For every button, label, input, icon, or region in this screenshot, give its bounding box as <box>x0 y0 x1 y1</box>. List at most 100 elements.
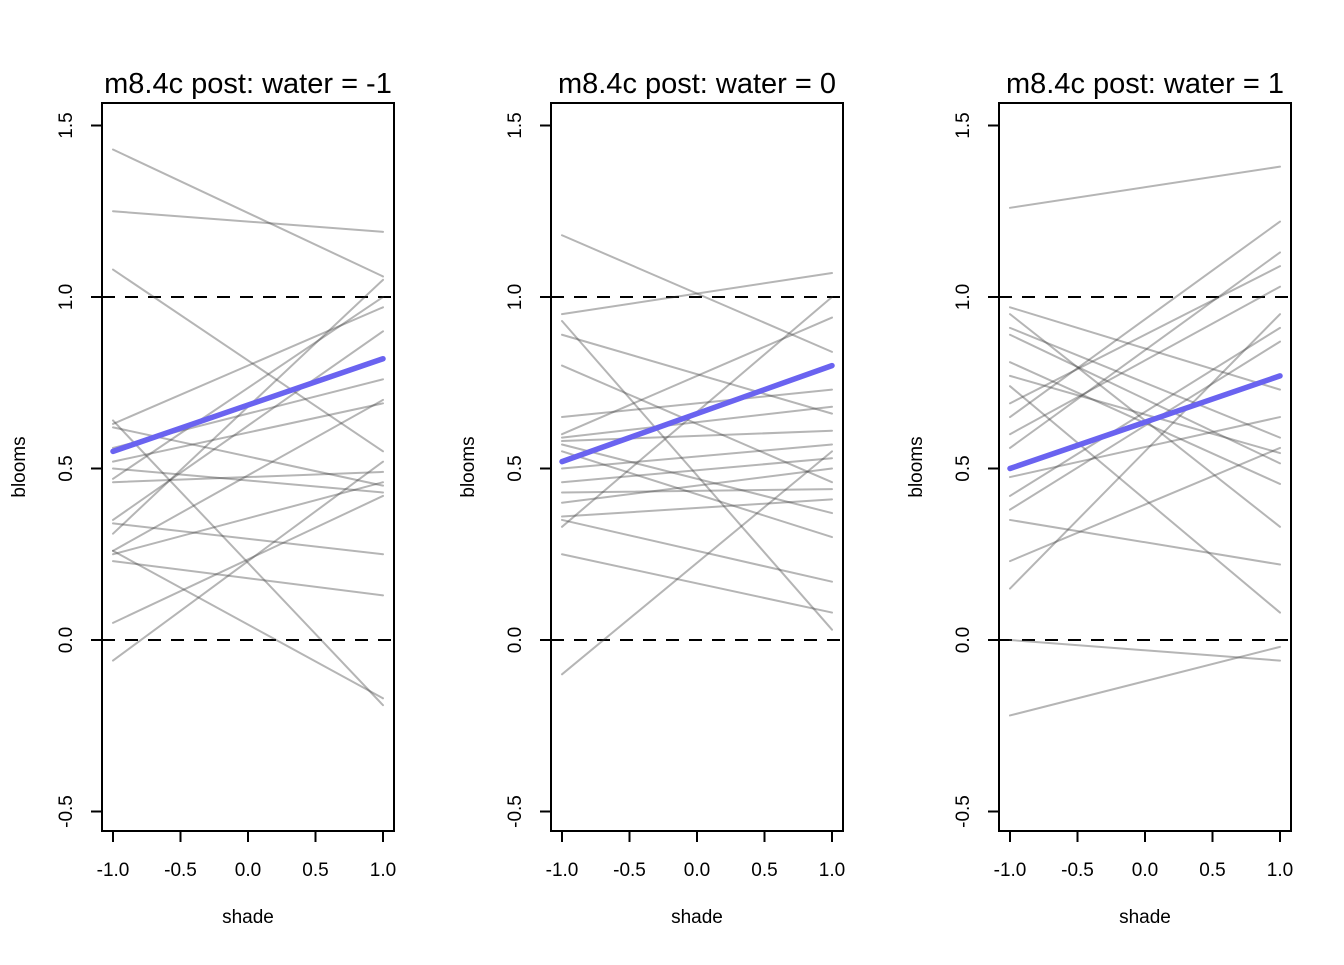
x-axis-label: shade <box>671 907 723 928</box>
y-tick-label: -0.5 <box>953 795 974 828</box>
panel-water-1: -1.0 -0.5 0.0 0.5 1.0 -0.5 0.0 0.5 1.0 1.5 m8.4c p… <box>906 68 1293 928</box>
posterior-sample-line <box>112 467 384 494</box>
posterior-sample-line <box>561 234 833 353</box>
posterior-sample-line <box>1009 165 1281 209</box>
y-axis-label: blooms <box>458 436 479 497</box>
posterior-sample-line <box>561 450 833 539</box>
posterior-sample-line <box>112 460 384 662</box>
posterior-sample-line <box>1009 446 1281 563</box>
y-tick-label: 0.5 <box>56 455 77 481</box>
plot-box <box>998 102 1292 832</box>
posterior-sample-line <box>561 271 833 316</box>
y-axis-label: blooms <box>906 436 927 497</box>
posterior-sample-line <box>1009 385 1281 614</box>
posterior-sample-line <box>561 320 833 631</box>
posterior-sample-line <box>112 419 384 707</box>
posterior-sample-line <box>112 522 384 556</box>
panel-title: m8.4c post: water = 0 <box>558 68 836 100</box>
posterior-sample-line <box>1009 326 1281 439</box>
y-tick-label: 0.5 <box>953 455 974 481</box>
posterior-sample-line <box>112 481 384 556</box>
posterior-sample-line <box>1009 340 1281 511</box>
x-tick-label: 1.0 <box>819 860 845 881</box>
panel-water--1: -1.0 -0.5 0.0 0.5 1.0 -0.5 0.0 0.5 1.0 1.5 m8.4c p… <box>9 68 396 928</box>
y-tick-label: 0.0 <box>505 627 526 653</box>
y-tick-label: 1.0 <box>505 284 526 310</box>
posterior-sample-line <box>561 498 833 518</box>
posterior-sample-line <box>1009 374 1281 455</box>
posterior-sample-line <box>1009 645 1281 717</box>
posterior-sample-line <box>561 405 833 439</box>
y-tick-label: 1.5 <box>505 112 526 138</box>
posterior-sample-line <box>112 148 384 278</box>
x-tick-label: 0.5 <box>1199 860 1225 881</box>
posterior-sample-line <box>1009 326 1281 497</box>
posterior-sample-line <box>112 560 384 597</box>
posterior-sample-line <box>112 330 384 521</box>
y-tick-label: 1.5 <box>953 112 974 138</box>
y-tick-label: 1.0 <box>953 284 974 310</box>
posterior-sample-line <box>1009 251 1281 449</box>
posterior-sample-line <box>561 518 833 583</box>
posterior-sample-line <box>1009 306 1281 391</box>
x-axis-label: shade <box>1119 907 1171 928</box>
x-axis-label: shade <box>222 907 274 928</box>
x-tick-label: -0.5 <box>164 860 197 881</box>
posterior-sample-line <box>1009 285 1281 436</box>
posterior-sample-line <box>561 364 833 484</box>
posterior-mean-line <box>1007 373 1283 472</box>
posterior-sample-line <box>112 210 384 233</box>
x-tick-label: -1.0 <box>97 860 130 881</box>
y-tick-label: -0.5 <box>56 795 77 828</box>
x-tick-label: -0.5 <box>1061 860 1094 881</box>
posterior-sample-line <box>561 316 833 436</box>
posterior-sample-line <box>561 553 833 614</box>
posterior-sample-line <box>561 443 833 470</box>
panel-water-0: -1.0 -0.5 0.0 0.5 1.0 -0.5 0.0 0.5 1.0 1.5 m8.4c p… <box>458 68 845 928</box>
posterior-sample-line <box>112 549 384 700</box>
posterior-sample-line <box>1009 265 1281 405</box>
posterior-sample-line <box>561 467 833 504</box>
x-tick-label: -1.0 <box>994 860 1027 881</box>
y-tick-label: 0.0 <box>953 627 974 653</box>
x-tick-label: 0.0 <box>1132 860 1158 881</box>
posterior-sample-line <box>112 306 384 425</box>
posterior-sample-line <box>561 333 833 415</box>
x-tick-label: -0.5 <box>613 860 646 881</box>
posterior-sample-line <box>112 398 384 552</box>
x-tick-label: 1.0 <box>1267 860 1293 881</box>
posterior-sample-line <box>1009 416 1281 479</box>
x-tick-label: 0.0 <box>684 860 710 881</box>
posterior-sample-line <box>561 450 833 676</box>
panel-title: m8.4c post: water = -1 <box>104 68 392 100</box>
posterior-sample-line <box>1009 518 1281 566</box>
x-tick-label: -1.0 <box>546 860 579 881</box>
posterior-sample-line <box>561 457 833 484</box>
posterior-sample-line <box>1009 333 1281 465</box>
panel-title: m8.4c post: water = 1 <box>1006 68 1284 100</box>
posterior-mean-line <box>110 355 386 455</box>
posterior-sample-line <box>112 494 384 624</box>
y-tick-label: -0.5 <box>505 795 526 828</box>
posterior-sample-line <box>561 443 833 515</box>
x-tick-label: 0.5 <box>751 860 777 881</box>
y-tick-label: 0.5 <box>505 455 526 481</box>
posterior-sample-line <box>561 429 833 443</box>
y-tick-label: 0.0 <box>56 627 77 653</box>
x-tick-label: 0.5 <box>302 860 328 881</box>
posterior-sample-line <box>1009 639 1281 662</box>
posterior-mean-line <box>559 362 835 465</box>
y-tick-label: 1.0 <box>56 284 77 310</box>
y-axis-label: blooms <box>9 436 30 497</box>
posterior-sample-line <box>561 488 833 494</box>
y-tick-label: 1.5 <box>56 112 77 138</box>
posterior-sample-line <box>112 470 384 484</box>
posterior-sample-line <box>1009 313 1281 590</box>
posterior-sample-line <box>112 268 384 453</box>
posterior-sample-line <box>561 388 833 419</box>
posterior-sample-line <box>112 402 384 463</box>
posterior-sample-line <box>112 296 384 480</box>
posterior-sample-line <box>1009 220 1281 419</box>
